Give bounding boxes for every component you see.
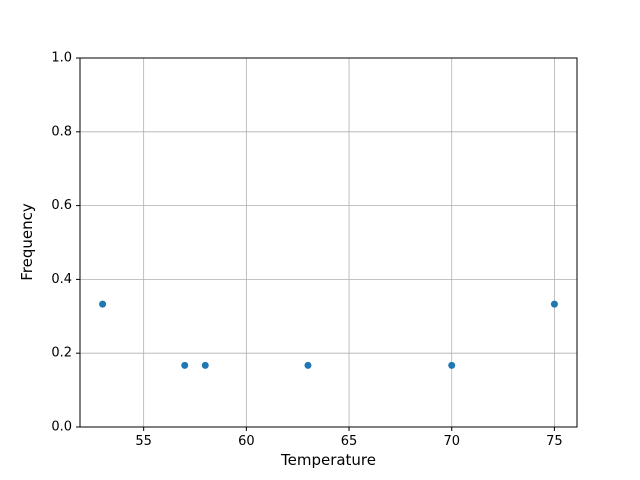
data-point [201,361,209,369]
x-tick-label: 70 [443,434,460,449]
y-axis-label: Frequency [18,203,36,281]
data-point [304,361,312,369]
x-tick-label: 60 [238,434,255,449]
axes-spines [79,57,578,428]
x-tick-label: 55 [135,434,152,449]
y-tick-label: 0.6 [51,198,72,213]
x-axis-label: Temperature [280,451,377,469]
y-tick-label: 1.0 [51,51,72,66]
data-point [99,300,107,308]
x-tick-label: 65 [341,434,358,449]
data-point [448,361,456,369]
y-tick-label: 0.0 [51,420,72,435]
x-tick-label: 75 [546,434,563,449]
y-tick-label: 0.2 [51,346,72,361]
data-point [181,361,189,369]
y-tick-label: 0.8 [51,124,72,139]
data-point [550,300,558,308]
y-tick-label: 0.4 [51,272,72,287]
